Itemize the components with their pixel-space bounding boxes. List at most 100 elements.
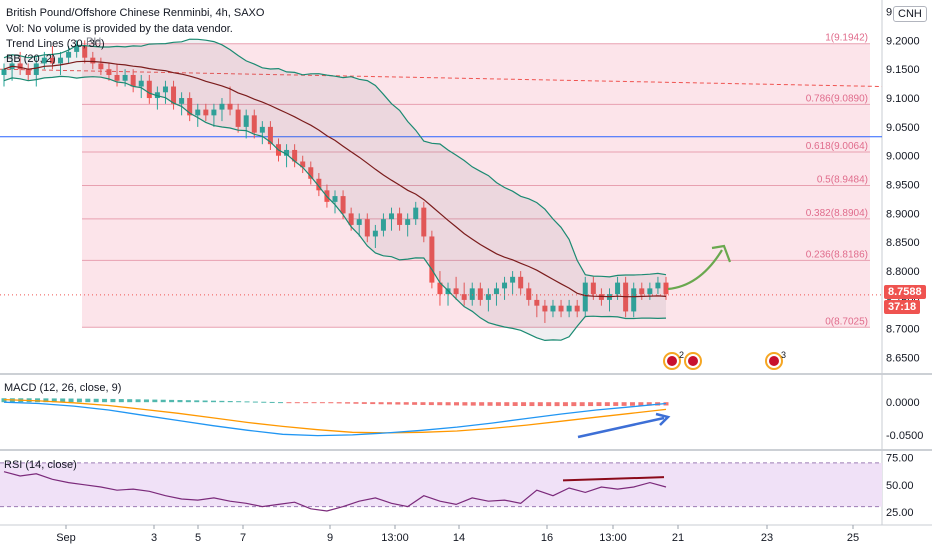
candle-body (405, 219, 411, 225)
macd-axis-tick: 0.0000 (886, 397, 920, 409)
macd-label[interactable]: MACD (12, 26, close, 9) (4, 382, 122, 394)
macd-histogram-bar (604, 402, 610, 406)
candle-body (90, 57, 96, 64)
macd-histogram-bar (236, 401, 242, 403)
candle-body (179, 98, 185, 104)
macd-histogram-bar (244, 401, 250, 403)
macd-histogram-bar (353, 402, 359, 404)
macd-histogram-bar (521, 402, 527, 407)
candle-body (542, 305, 548, 312)
macd-histogram-bar (311, 402, 317, 404)
price-axis-tick: 8.7000 (886, 324, 920, 336)
candle-body (631, 288, 637, 312)
candle-body (41, 57, 47, 64)
macd-histogram-bar (537, 402, 543, 407)
macd-histogram-bar (210, 400, 216, 403)
candle-body (332, 196, 338, 202)
candle-body (227, 103, 233, 110)
macd-histogram-bar (445, 402, 451, 406)
candle-body (25, 69, 31, 75)
candle-body (146, 80, 152, 99)
currency-badge[interactable]: CNH (893, 6, 927, 22)
time-axis-tick: 5 (195, 532, 201, 544)
macd-histogram-bar (345, 402, 351, 404)
macd-histogram-bar (378, 402, 384, 405)
candle-body (106, 69, 112, 75)
macd-histogram-bar (420, 402, 426, 405)
uk-event-icon-inner (688, 356, 698, 366)
macd-histogram-bar (219, 400, 225, 403)
fib-level-label: 0(8.7025) (825, 316, 868, 327)
candle-body (195, 109, 201, 116)
time-axis-tick: 9 (327, 532, 333, 544)
candle-body (469, 288, 475, 300)
rsi-line (3, 471, 667, 512)
price-axis-tick: 8.9500 (886, 180, 920, 192)
time-axis-tick: 13:00 (599, 532, 627, 544)
trend-line (0, 68, 883, 88)
macd-histogram-bar (143, 399, 149, 403)
candle-body (122, 74, 128, 81)
candle-body (211, 109, 217, 116)
candle-body (372, 230, 378, 237)
macd-histogram-bar (202, 400, 208, 403)
candle-body (518, 276, 524, 289)
macd-histogram-bar (227, 401, 233, 403)
pivot-high-tag: PH (86, 36, 102, 48)
candle-body (655, 282, 661, 289)
bollinger-basis (3, 60, 667, 298)
macd-histogram-bar (127, 399, 133, 403)
macd-histogram-bar (118, 399, 124, 403)
price-axis-tick: 9.0500 (886, 122, 920, 134)
candle-body (1, 69, 7, 75)
rsi-axis-tick: 25.00 (886, 507, 914, 519)
macd-histogram-bar (278, 402, 284, 404)
macd-line (3, 401, 667, 437)
time-axis-tick: 25 (847, 532, 859, 544)
macd-histogram-bar (412, 402, 418, 405)
rsi-divergence-line (562, 476, 665, 482)
candle-body (453, 288, 459, 295)
macd-histogram-bar (361, 402, 367, 404)
candle-body (49, 57, 55, 64)
candle-body (33, 63, 39, 75)
macd-histogram-bar (613, 402, 619, 406)
volume-note: Vol: No volume is provided by the data v… (6, 23, 233, 35)
macd-histogram-bar (85, 398, 91, 403)
macd-histogram-bar (403, 402, 409, 405)
price-axis-tick: 8.8500 (886, 237, 920, 249)
macd-histogram-bar (110, 398, 116, 403)
candle-body (389, 213, 395, 220)
macd-histogram-bar (395, 402, 401, 405)
fib-level-label: 0.5(8.9484) (817, 174, 868, 185)
bollinger-label[interactable]: BB (20, 2) (6, 53, 56, 65)
uk-event-icon-inner (667, 356, 677, 366)
candle-body (615, 282, 621, 295)
macd-histogram-bar (495, 402, 501, 406)
countdown-tag: 37:18 (884, 300, 921, 314)
candle-body (235, 109, 241, 127)
candle-body (663, 282, 669, 295)
macd-histogram-bar (554, 402, 560, 407)
uk-event-icon-inner (769, 356, 779, 366)
trend-lines-label[interactable]: Trend Lines (30, 30) (6, 38, 105, 50)
candle-body (292, 149, 298, 162)
candle-body (429, 236, 435, 283)
macd-histogram-bar (294, 402, 300, 404)
macd-histogram-bar (252, 401, 258, 403)
rsi-label[interactable]: RSI (14, close) (4, 459, 77, 471)
candle-body (308, 167, 314, 179)
candle-body (380, 219, 386, 231)
candle-body (82, 46, 88, 58)
time-axis-tick: 16 (541, 532, 553, 544)
candle-body (437, 282, 443, 295)
candle-body (187, 98, 193, 116)
rsi-axis-tick: 50.00 (886, 480, 914, 492)
macd-histogram-bar (51, 398, 57, 403)
macd-histogram-bar (261, 401, 267, 403)
price-axis-tick: 9.1500 (886, 64, 920, 76)
macd-histogram-bar (370, 402, 376, 405)
candle-body (534, 299, 540, 306)
